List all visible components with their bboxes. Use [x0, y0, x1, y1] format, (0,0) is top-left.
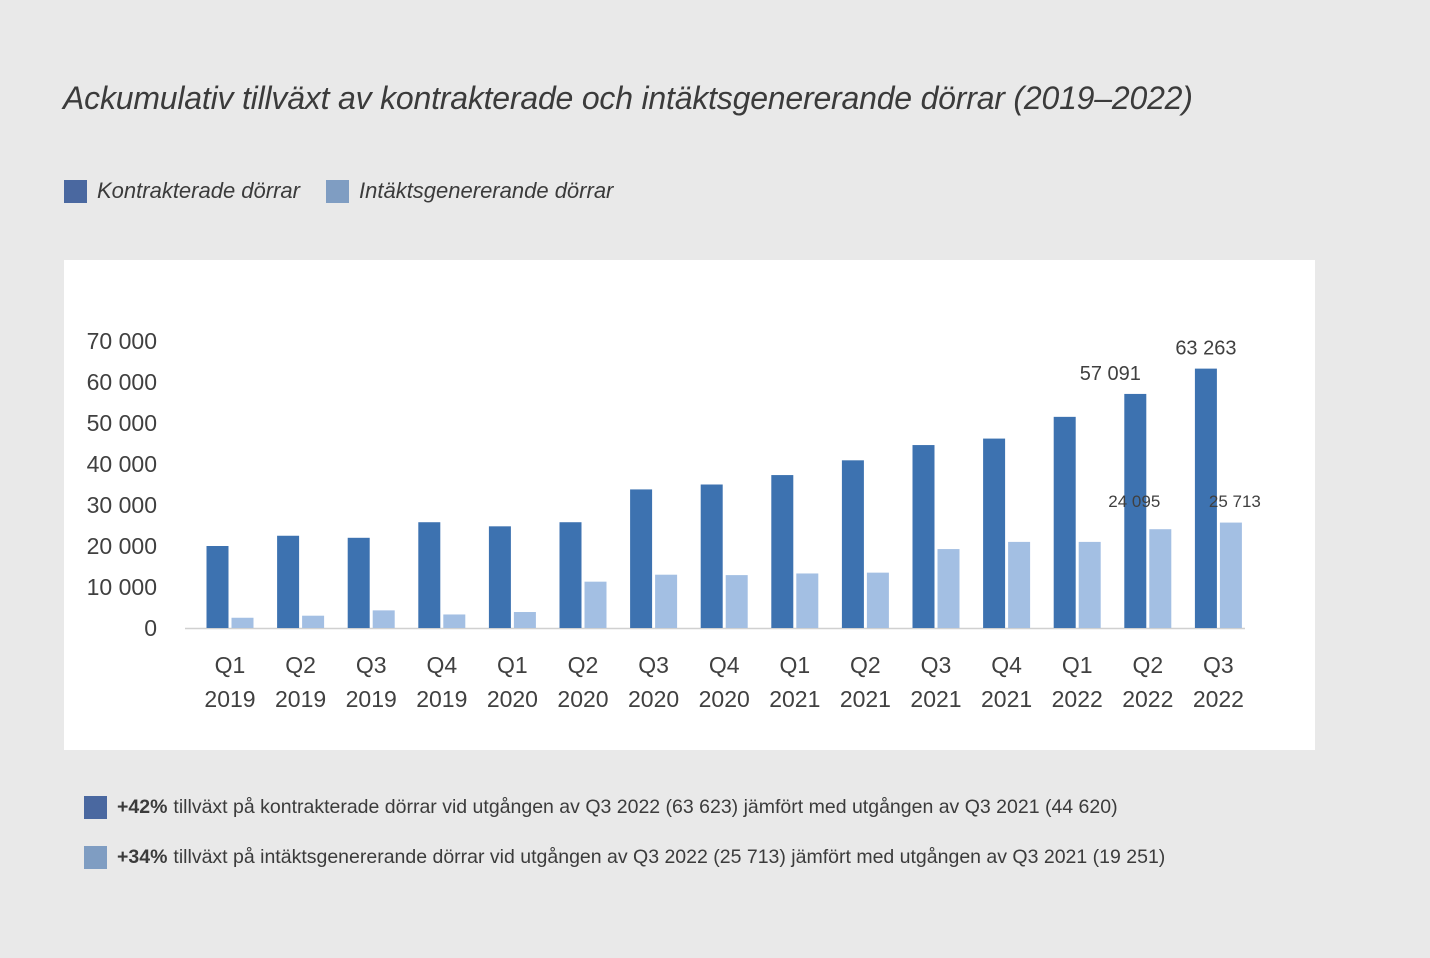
bar-contracted: [1194, 368, 1217, 628]
data-label-contracted: 57 091: [1080, 363, 1141, 385]
y-tick-label: 70 000: [87, 328, 157, 354]
y-tick-label: 40 000: [87, 451, 157, 477]
bar-revenue: [584, 581, 607, 628]
bar-revenue: [725, 575, 748, 628]
y-tick-label: 60 000: [87, 369, 157, 395]
legend-swatch-contracted: [64, 179, 87, 203]
x-tick-label-year: 2020: [557, 686, 608, 712]
bar-contracted: [630, 489, 653, 628]
legend-item-contracted: Kontrakterade dörrar: [64, 178, 300, 204]
x-tick-label-year: 2022: [1193, 686, 1244, 712]
note-highlight-contracted: +42%: [117, 796, 168, 818]
chart-title: Ackumulativ tillväxt av kontrakterade oc…: [63, 80, 1193, 116]
x-tick-label-year: 2022: [1122, 686, 1173, 712]
legend-item-revenue: Intäktsgenererande dörrar: [326, 178, 613, 204]
note-text-revenue: tillväxt på intäktsgenererande dörrar vi…: [173, 846, 1166, 868]
note-text-contracted: tillväxt på kontrakterade dörrar vid utg…: [173, 796, 1118, 818]
x-tick-label-year: 2019: [416, 686, 467, 712]
bar-revenue: [937, 549, 960, 628]
x-tick-label-quarter: Q4: [426, 652, 457, 678]
x-tick-label-year: 2021: [910, 686, 961, 712]
x-tick-label-year: 2021: [840, 686, 891, 712]
x-tick-label-year: 2019: [275, 686, 326, 712]
bar-contracted: [559, 522, 582, 628]
bar-revenue: [231, 617, 254, 628]
bar-revenue: [443, 614, 466, 628]
bar-contracted: [841, 460, 864, 628]
legend-label-revenue: Intäktsgenererande dörrar: [359, 178, 614, 203]
bar-revenue: [372, 610, 395, 628]
notes: +42% tillväxt på kontrakterade dörrar vi…: [84, 796, 1165, 896]
note-swatch-revenue: [84, 846, 107, 869]
note-swatch-contracted: [84, 796, 107, 819]
note-highlight-revenue: +34%: [117, 846, 168, 868]
bar-contracted: [277, 535, 300, 628]
bar-revenue: [1149, 529, 1172, 628]
bar-contracted: [771, 475, 794, 628]
y-tick-label: 10 000: [87, 574, 157, 600]
bar-contracted: [206, 546, 229, 628]
data-label-revenue: 24 095: [1108, 492, 1160, 511]
x-tick-label-year: 2020: [487, 686, 538, 712]
y-tick-label: 30 000: [87, 492, 157, 518]
bar-revenue: [866, 572, 889, 628]
x-tick-label-quarter: Q3: [356, 652, 387, 678]
bar-revenue: [1078, 541, 1101, 628]
x-tick-label-quarter: Q2: [850, 652, 881, 678]
x-tick-label-year: 2022: [1052, 686, 1103, 712]
bar-chart: 0 10 000 20 000 30 000 40 000 50 000 60 000 70 …: [87, 328, 1261, 712]
x-tick-label-year: 2019: [346, 686, 397, 712]
x-tick-label-quarter: Q1: [497, 652, 528, 678]
x-tick-label-year: 2021: [769, 686, 820, 712]
y-tick-label: 0: [144, 615, 157, 641]
x-tick-label-quarter: Q4: [709, 652, 740, 678]
x-tick-label-quarter: Q1: [779, 652, 810, 678]
bar-revenue: [796, 573, 819, 628]
bar-contracted: [700, 484, 723, 628]
bar-revenue: [302, 615, 325, 628]
bar-contracted: [1124, 393, 1147, 628]
x-tick-label-quarter: Q3: [1203, 652, 1234, 678]
bar-contracted: [912, 445, 935, 628]
x-tick-label-year: 2021: [981, 686, 1032, 712]
x-tick-label-year: 2020: [628, 686, 679, 712]
x-tick-label-quarter: Q4: [991, 652, 1022, 678]
legend: Kontrakterade dörrar Intäktsgenererande …: [64, 178, 639, 204]
x-tick-label-quarter: Q1: [1062, 652, 1093, 678]
note-revenue: +34% tillväxt på intäktsgenererande dörr…: [84, 846, 1165, 869]
bar-contracted: [347, 537, 370, 628]
x-tick-label-quarter: Q3: [921, 652, 952, 678]
x-tick-label-quarter: Q2: [1132, 652, 1163, 678]
bar-revenue: [655, 574, 678, 628]
data-label-contracted: 63 263: [1175, 338, 1236, 360]
x-tick-label-quarter: Q1: [215, 652, 246, 678]
y-tick-label: 50 000: [87, 410, 157, 436]
bar-revenue: [513, 612, 536, 628]
bar-contracted: [418, 522, 441, 628]
x-tick-label-quarter: Q3: [638, 652, 669, 678]
y-tick-label: 20 000: [87, 533, 157, 559]
legend-swatch-revenue: [326, 179, 349, 203]
chart-panel: 0 10 000 20 000 30 000 40 000 50 000 60 000 70 …: [64, 260, 1315, 750]
bar-revenue: [1008, 541, 1031, 628]
bar-contracted: [488, 526, 511, 628]
x-tick-label-year: 2020: [699, 686, 750, 712]
data-label-revenue: 25 713: [1209, 492, 1261, 511]
x-tick-label-quarter: Q2: [285, 652, 316, 678]
x-tick-label-quarter: Q2: [568, 652, 599, 678]
bar-contracted: [1053, 416, 1076, 628]
bar-contracted: [983, 438, 1006, 628]
x-tick-label-year: 2019: [204, 686, 255, 712]
bar-revenue: [1219, 522, 1242, 628]
note-contracted: +42% tillväxt på kontrakterade dörrar vi…: [84, 796, 1165, 819]
legend-label-contracted: Kontrakterade dörrar: [97, 178, 300, 203]
